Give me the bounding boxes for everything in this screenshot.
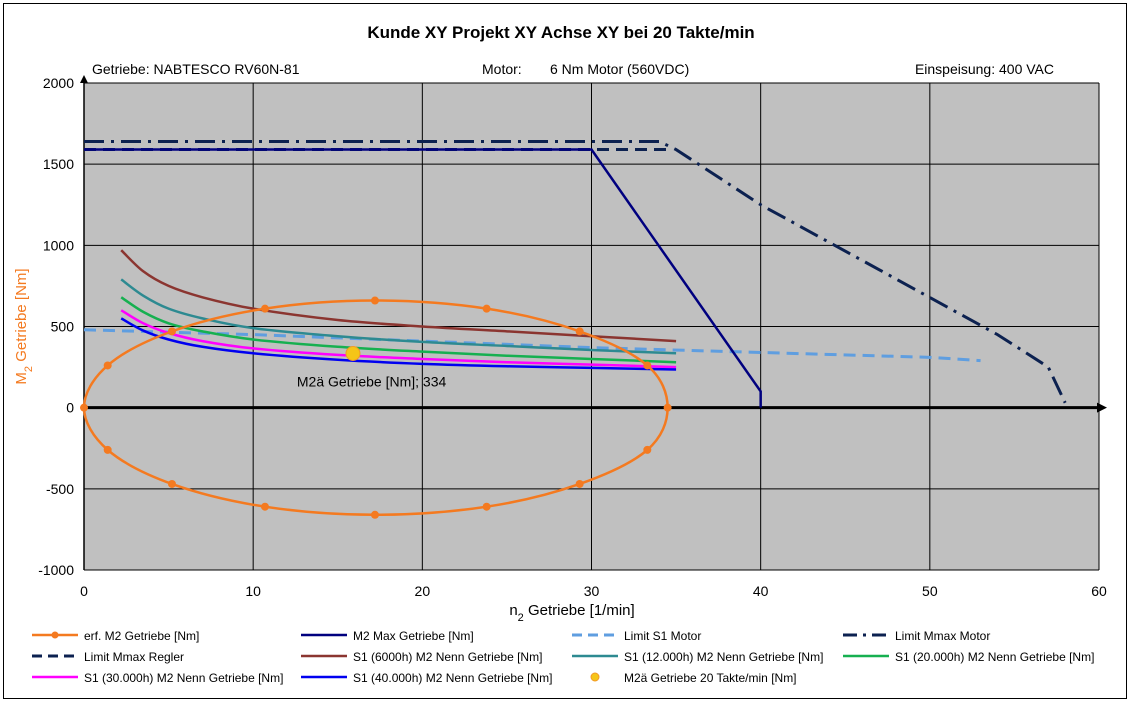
series-3-line: [84, 139, 1067, 404]
x-tick-label: 60: [1091, 583, 1107, 599]
x-tick-label: 40: [753, 583, 769, 599]
x-axis-label: n2 Getriebe [1/min]: [509, 602, 634, 624]
y-tick-label: 1500: [43, 156, 74, 172]
chart: 0 10 20 30 40 50 60 -1000 -500 0 500 1000 1500 2000 Ku…: [13, 23, 1107, 685]
supply-info: Einspeisung: 400 VAC: [915, 61, 1054, 77]
series-7-line: [120, 296, 677, 364]
legend-8-label: S1 (30.000h) M2 Nenn Getriebe [Nm]: [84, 671, 283, 685]
x-axis-arrow: [1097, 402, 1107, 413]
motor-info: 6 Nm Motor (560VDC): [550, 61, 689, 77]
legend-0-marker: [51, 631, 59, 639]
legend-1-label: M2 Max Getriebe [Nm]: [353, 629, 474, 643]
gearbox-info: Getriebe: NABTESCO RV60N-81: [92, 61, 300, 77]
series-0-marker: [370, 296, 379, 305]
legend-3-label: Limit Mmax Motor: [895, 629, 990, 643]
series-0-marker: [643, 445, 652, 454]
series-6-line: [120, 278, 677, 355]
y-tick-label: -500: [46, 481, 74, 497]
series-0-marker: [103, 445, 112, 454]
series-9-line: [120, 317, 677, 371]
series-0-marker: [167, 327, 176, 336]
y-axis-label: M2 Getriebe [Nm]: [13, 268, 35, 384]
series-0-marker: [370, 510, 379, 519]
y-tick-label: -1000: [38, 562, 74, 578]
y-tick-label: 0: [66, 400, 74, 416]
y-tick-label: 1000: [43, 237, 74, 253]
y-tick-label: 2000: [43, 75, 74, 91]
x-tick-label: 0: [80, 583, 88, 599]
series-0-marker: [643, 361, 652, 370]
legend-6-label: S1 (12.000h) M2 Nenn Getriebe [Nm]: [624, 650, 823, 664]
series-0-marker: [482, 502, 491, 511]
series-1-line: [84, 148, 762, 408]
series-0-marker: [575, 327, 584, 336]
legend-2-label: Limit S1 Motor: [624, 629, 701, 643]
x-tick-label: 50: [922, 583, 938, 599]
series-0-marker: [167, 479, 176, 488]
legend-0-label: erf. M2 Getriebe [Nm]: [84, 629, 199, 643]
series-0-marker: [103, 361, 112, 370]
y-tick-label: 500: [51, 319, 75, 335]
legend-10-label: M2ä Getriebe 20 Takte/min [Nm]: [624, 671, 797, 685]
chart-title: Kunde XY Projekt XY Achse XY bei 20 Takt…: [367, 23, 754, 42]
series-0-marker: [261, 502, 270, 511]
series-0-marker: [663, 403, 672, 412]
series-0-marker: [261, 304, 270, 313]
series-0-marker: [80, 403, 88, 412]
series-5-line: [120, 249, 677, 343]
legend-7-label: S1 (20.000h) M2 Nenn Getriebe [Nm]: [895, 650, 1094, 664]
legend-9-label: S1 (40.000h) M2 Nenn Getriebe [Nm]: [353, 671, 552, 685]
series-0-marker: [482, 304, 491, 313]
legend-5-label: S1 (6000h) M2 Nenn Getriebe [Nm]: [353, 650, 542, 664]
series-10-point: [345, 345, 361, 361]
x-tick-label: 10: [245, 583, 261, 599]
motor-label: Motor:: [482, 61, 522, 77]
series-8-line: [120, 309, 677, 369]
x-tick-label: 20: [415, 583, 431, 599]
chart-frame: 0 10 20 30 40 50 60 -1000 -500 0 500 1000 1500 2000 Ku…: [3, 3, 1127, 699]
series-0-marker: [575, 479, 584, 488]
legend-4-label: Limit Mmax Regler: [84, 650, 184, 664]
x-tick-label: 30: [584, 583, 600, 599]
y-axis-arrow: [80, 75, 88, 83]
legend-10-swatch: [590, 672, 600, 682]
series-2-line: [83, 328, 981, 363]
annotation-label: M2ä Getriebe [Nm]; 334: [297, 374, 447, 390]
